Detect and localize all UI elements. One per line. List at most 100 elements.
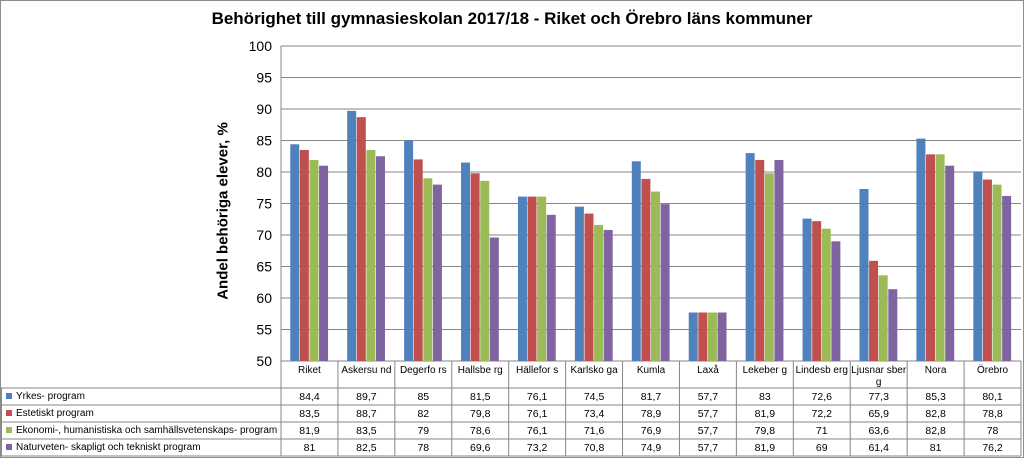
data-label: 88,7 bbox=[356, 407, 377, 420]
bar bbox=[375, 156, 385, 361]
bar bbox=[888, 289, 898, 361]
legend-entry: Yrkes- program bbox=[1, 389, 85, 405]
bar bbox=[631, 161, 641, 361]
x-tick-label: Karlsko ga bbox=[570, 365, 618, 376]
x-tick-label: Kumla bbox=[636, 365, 666, 376]
data-label: 76,9 bbox=[640, 424, 662, 437]
data-label: 82,8 bbox=[925, 424, 946, 437]
chart-title: Behörighet till gymnasieskolan 2017/18 -… bbox=[211, 9, 813, 28]
legend-label: Ekonomi-, humanistiska och samhällsveten… bbox=[16, 424, 278, 436]
bar bbox=[319, 165, 329, 361]
bar bbox=[603, 229, 613, 361]
bar bbox=[869, 260, 879, 361]
bar bbox=[366, 149, 376, 361]
bar bbox=[707, 312, 717, 361]
legend-entry: Estetiskt program bbox=[1, 406, 94, 422]
data-label: 84,4 bbox=[299, 390, 320, 403]
y-tick-label: 60 bbox=[256, 290, 272, 306]
x-tick-label: Riket bbox=[298, 365, 321, 376]
data-label: 82 bbox=[417, 407, 430, 420]
bar bbox=[802, 218, 812, 361]
bar bbox=[546, 214, 556, 361]
bar bbox=[584, 213, 594, 361]
data-label: 63,6 bbox=[868, 424, 889, 437]
y-tick-label: 70 bbox=[256, 227, 272, 243]
bar bbox=[1002, 195, 1012, 361]
data-label: 76,2 bbox=[982, 441, 1003, 454]
bar bbox=[537, 196, 547, 361]
bar bbox=[594, 224, 604, 361]
data-label: 81,9 bbox=[754, 441, 776, 454]
data-label: 74,5 bbox=[583, 390, 605, 403]
bar bbox=[698, 312, 708, 361]
data-label: 85 bbox=[417, 390, 430, 403]
legend-entry: Naturveten- skapligt och tekniskt progra… bbox=[1, 440, 201, 456]
legend-swatch bbox=[6, 392, 12, 399]
x-tick-label: Hällefor s bbox=[516, 365, 559, 376]
bar bbox=[356, 117, 366, 361]
bar bbox=[660, 204, 670, 361]
legend-label: Yrkes- program bbox=[16, 390, 85, 402]
x-tick-label: Askersu nd bbox=[341, 365, 392, 376]
y-tick-label: 90 bbox=[256, 101, 272, 117]
bar bbox=[413, 159, 423, 361]
data-label: 83 bbox=[759, 390, 771, 403]
bar bbox=[821, 228, 831, 361]
data-label: 57,7 bbox=[697, 390, 719, 403]
bar bbox=[764, 173, 774, 361]
data-label: 79 bbox=[417, 424, 430, 437]
data-label: 65,9 bbox=[868, 407, 889, 420]
y-tick-label: 85 bbox=[256, 133, 272, 149]
data-label: 72,2 bbox=[811, 407, 832, 420]
x-tick-label: Degerfo rs bbox=[399, 365, 447, 376]
bar bbox=[299, 149, 309, 361]
x-tick-label: Örebro bbox=[976, 365, 1009, 376]
data-label: 79,8 bbox=[754, 424, 776, 437]
y-tick-label: 65 bbox=[256, 259, 272, 275]
y-tick-label: 95 bbox=[256, 70, 272, 86]
legend-entry: Ekonomi-, humanistiska och samhällsveten… bbox=[1, 423, 277, 439]
data-label: 81,9 bbox=[754, 407, 776, 420]
data-label: 70,8 bbox=[583, 441, 605, 454]
data-label: 85,3 bbox=[925, 390, 946, 403]
y-tick-label: 80 bbox=[256, 164, 272, 180]
bar bbox=[517, 196, 527, 361]
bar bbox=[831, 241, 841, 361]
bar bbox=[859, 189, 869, 361]
data-label: 79,8 bbox=[470, 407, 491, 420]
bar bbox=[404, 140, 414, 361]
x-tick-label: Nora bbox=[924, 365, 947, 376]
bar bbox=[290, 144, 300, 361]
data-label: 76,1 bbox=[526, 390, 548, 403]
x-tick-label: Lekeber g bbox=[742, 365, 788, 376]
bar bbox=[309, 160, 319, 361]
bar bbox=[717, 312, 727, 361]
data-label: 57,7 bbox=[697, 407, 719, 420]
data-label: 76,1 bbox=[526, 407, 548, 420]
data-label: 82,8 bbox=[925, 407, 946, 420]
data-label: 72,6 bbox=[811, 390, 832, 403]
data-label: 69 bbox=[815, 441, 828, 454]
data-label: 83,5 bbox=[299, 407, 320, 420]
x-tick-label: Hallsbe rg bbox=[457, 365, 503, 376]
data-label: 82,5 bbox=[356, 441, 377, 454]
y-tick-label: 50 bbox=[256, 353, 272, 369]
legend-swatch bbox=[6, 426, 12, 433]
data-label: 69,6 bbox=[470, 441, 491, 454]
bar bbox=[423, 178, 433, 361]
bar bbox=[489, 237, 499, 361]
data-label: 78,8 bbox=[982, 407, 1003, 420]
bar bbox=[688, 312, 698, 361]
data-label: 77,3 bbox=[868, 390, 889, 403]
legend-swatch bbox=[6, 443, 12, 450]
data-label: 73,2 bbox=[526, 441, 548, 454]
data-label: 83,5 bbox=[356, 424, 377, 437]
data-label: 78 bbox=[986, 424, 999, 437]
bar bbox=[812, 221, 822, 361]
bar bbox=[992, 184, 1002, 361]
bar bbox=[745, 153, 755, 361]
legend-swatch bbox=[6, 409, 12, 416]
data-label: 74,9 bbox=[640, 441, 662, 454]
